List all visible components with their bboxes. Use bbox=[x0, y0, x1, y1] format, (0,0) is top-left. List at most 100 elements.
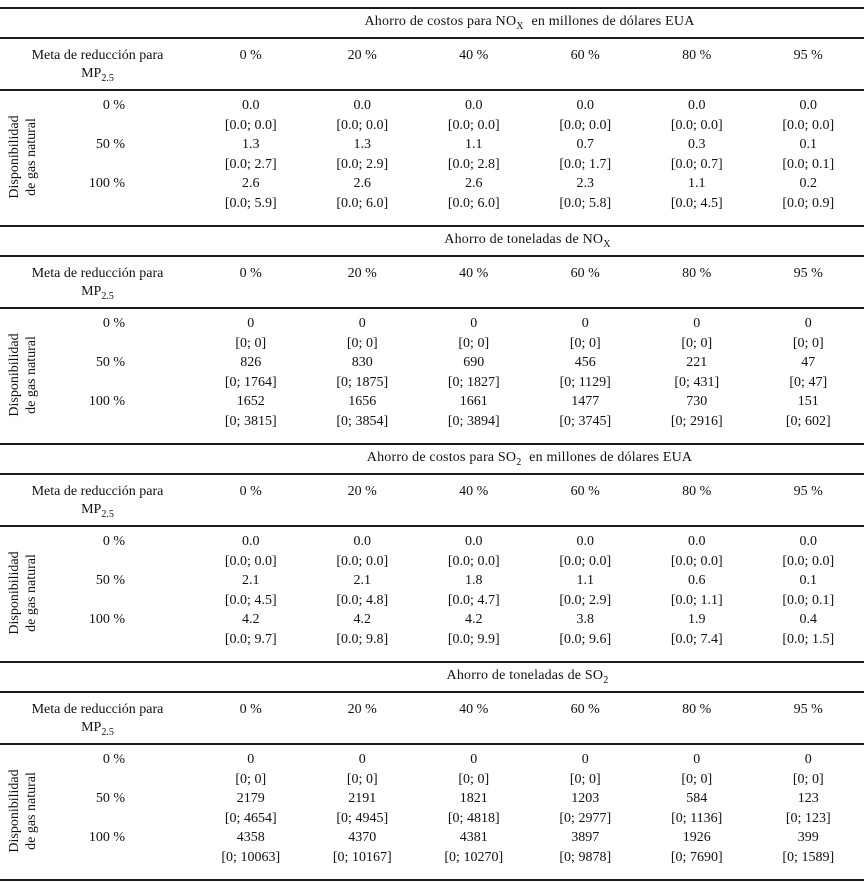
cell-value: 830 bbox=[351, 355, 373, 370]
data-cell: 4370 [0; 10167] bbox=[307, 828, 419, 867]
data-cell: 0 [0; 0] bbox=[753, 750, 864, 789]
section-title-row: Ahorro de costos para SO2 en millones de… bbox=[0, 445, 864, 473]
cell-interval: [0; 1589] bbox=[782, 849, 835, 865]
horizontal-rule bbox=[0, 89, 864, 91]
data-cell: 0 [0; 0] bbox=[307, 314, 419, 353]
data-cell: 584 [0; 1136] bbox=[641, 789, 753, 828]
cell-interval: [0.0; 0.0] bbox=[224, 117, 277, 133]
cell-interval: [0; 10063] bbox=[221, 849, 281, 865]
cell-value: 2.6 bbox=[353, 176, 372, 191]
cell-interval: [0; 0] bbox=[346, 335, 378, 351]
row-label-header: Meta de reducción para MP2.5 bbox=[0, 483, 195, 525]
horizontal-rule bbox=[0, 307, 864, 309]
data-cell: 0.0 [0.0; 0.0] bbox=[641, 532, 753, 571]
cell-value: 1203 bbox=[571, 791, 600, 806]
cell-value: 4370 bbox=[348, 830, 377, 845]
cell-value: 0 bbox=[804, 316, 812, 331]
cell-interval: [0; 3894] bbox=[447, 413, 500, 429]
data-cell: 0 [0; 0] bbox=[418, 314, 530, 353]
cell-interval: [0; 10167] bbox=[332, 849, 392, 865]
cell-value: 1656 bbox=[348, 394, 377, 409]
horizontal-rule bbox=[0, 255, 864, 257]
cell-interval: [0.0; 4.5] bbox=[224, 592, 277, 608]
cell-interval: [0.0; 0.0] bbox=[447, 553, 500, 569]
cell-value: 0 bbox=[358, 752, 366, 767]
row-label: 100 % bbox=[88, 394, 125, 409]
row-label-header-line1: Meta de reducción para bbox=[31, 48, 164, 63]
data-cell: 1.8 [0.0; 4.7] bbox=[418, 571, 530, 610]
cell-value: 1.1 bbox=[688, 176, 706, 191]
column-headers: 0 % 20 % 40 % 60 % 80 % 95 % bbox=[195, 701, 864, 743]
cell-value: 0.0 bbox=[688, 534, 706, 549]
cell-interval: [0; 0] bbox=[458, 771, 490, 787]
data-cell: 2191 [0; 4945] bbox=[307, 789, 419, 828]
row-label-header-line2: MP2.5 bbox=[0, 501, 195, 524]
cell-interval: [0; 1129] bbox=[559, 374, 611, 390]
cell-interval: [0.0; 0.0] bbox=[559, 117, 612, 133]
cell-interval: [0; 2916] bbox=[670, 413, 723, 429]
data-cell: 2179 [0; 4654] bbox=[195, 789, 307, 828]
side-label-line1: Disponibilidad bbox=[7, 769, 23, 853]
section-title-text: Ahorro de toneladas de NO bbox=[444, 232, 604, 248]
cell-value: 0 bbox=[581, 316, 589, 331]
row-label: 50 % bbox=[95, 791, 125, 806]
cell-interval: [0; 1136] bbox=[671, 810, 723, 826]
section-title-subscript: 2 bbox=[516, 456, 522, 468]
row-label-header-base: MP bbox=[81, 66, 102, 81]
cell-value: 1.1 bbox=[465, 137, 483, 152]
column-header-row: Meta de reducción para MP2.5 0 % 20 % 40 % 60… bbox=[0, 39, 864, 89]
section-title-text: Ahorro de costos para SO bbox=[366, 450, 517, 466]
cell-value: 4381 bbox=[459, 830, 488, 845]
cell-interval: [0.0; 1.5] bbox=[782, 631, 835, 647]
data-cell: 0 [0; 0] bbox=[418, 750, 530, 789]
side-label-line1: Disponibilidad bbox=[7, 115, 23, 199]
column-header-row: Meta de reducción para MP2.5 0 % 20 % 40 % 60… bbox=[0, 693, 864, 743]
cell-value: 1.1 bbox=[576, 573, 595, 588]
data-cell: 4.2 [0.0; 9.7] bbox=[195, 610, 307, 649]
data-cell: 1203 [0; 2977] bbox=[530, 789, 642, 828]
cell-interval: [0; 0] bbox=[792, 335, 824, 351]
column-headers: 0 % 20 % 40 % 60 % 80 % 95 % bbox=[195, 483, 864, 525]
table-section-body: Disponibilidad de gas natural 0 % 50 % 100 %… bbox=[0, 527, 864, 661]
cell-interval: [0; 4945] bbox=[336, 810, 389, 826]
data-cell: 2.6 [0.0; 5.9] bbox=[195, 174, 307, 213]
column-header: 95 % bbox=[793, 702, 823, 717]
column-header: 0 % bbox=[239, 702, 262, 717]
cell-value: 2179 bbox=[236, 791, 265, 806]
cell-value: 0.0 bbox=[576, 534, 595, 549]
side-label-column: Disponibilidad de gas natural bbox=[0, 314, 45, 443]
cell-interval: [0; 3815] bbox=[224, 413, 277, 429]
row-label-header-line1: Meta de reducción para bbox=[31, 266, 164, 281]
data-cell: 1926 [0; 7690] bbox=[641, 828, 753, 867]
row-label: 0 % bbox=[102, 316, 125, 331]
cell-value: 0.1 bbox=[799, 573, 818, 588]
cell-interval: [0.0; 6.0] bbox=[447, 195, 500, 211]
cell-interval: [0.0; 9.9] bbox=[447, 631, 500, 647]
data-cell: 0 [0; 0] bbox=[195, 750, 307, 789]
cell-interval: [0; 0] bbox=[346, 771, 378, 787]
data-cell: 0 [0; 0] bbox=[530, 314, 642, 353]
column-header: 60 % bbox=[570, 48, 600, 63]
data-cell: 0.0 [0.0; 0.0] bbox=[418, 96, 530, 135]
data-cell: 2.1 [0.0; 4.8] bbox=[307, 571, 419, 610]
data-cell: 0.0 [0.0; 0.0] bbox=[307, 532, 419, 571]
cell-interval: [0.0; 0.1] bbox=[782, 592, 835, 608]
side-label-line2: de gas natural bbox=[24, 553, 40, 632]
cell-interval: [0; 0] bbox=[569, 335, 601, 351]
cell-interval: [0.0; 1.7] bbox=[559, 156, 612, 172]
cell-interval: [0.0; 0.0] bbox=[670, 553, 723, 569]
cell-value: 0.0 bbox=[465, 98, 483, 113]
horizontal-rule bbox=[0, 443, 864, 445]
column-header: 60 % bbox=[570, 266, 600, 281]
data-cell: 221 [0; 431] bbox=[641, 353, 753, 392]
cell-interval: [0.0; 0.9] bbox=[782, 195, 835, 211]
cell-value: 1821 bbox=[459, 791, 488, 806]
cell-value: 1.9 bbox=[688, 612, 706, 627]
horizontal-rule bbox=[0, 879, 864, 881]
data-cell: 123 [0; 123] bbox=[753, 789, 864, 828]
cell-value: 0.0 bbox=[799, 534, 818, 549]
cell-value: 0 bbox=[581, 752, 589, 767]
cell-value: 2.6 bbox=[242, 176, 260, 191]
column-header-row: Meta de reducción para MP2.5 0 % 20 % 40 % 60… bbox=[0, 475, 864, 525]
data-cell: 151 [0; 602] bbox=[753, 392, 864, 431]
